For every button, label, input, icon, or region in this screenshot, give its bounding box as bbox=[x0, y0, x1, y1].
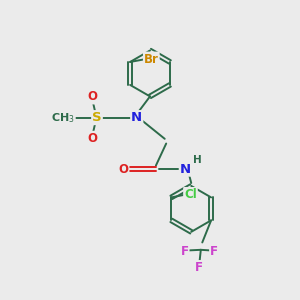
Text: Cl: Cl bbox=[184, 188, 197, 201]
Text: O: O bbox=[88, 132, 98, 145]
Text: CH$_3$: CH$_3$ bbox=[51, 111, 75, 124]
Text: F: F bbox=[210, 245, 218, 258]
Text: S: S bbox=[92, 111, 102, 124]
Text: F: F bbox=[181, 245, 189, 258]
Text: O: O bbox=[118, 163, 128, 176]
Text: N: N bbox=[131, 111, 142, 124]
Text: N: N bbox=[180, 163, 191, 176]
Text: Br: Br bbox=[144, 52, 159, 65]
Text: H: H bbox=[193, 155, 202, 165]
Text: O: O bbox=[88, 91, 98, 103]
Text: F: F bbox=[195, 261, 203, 274]
